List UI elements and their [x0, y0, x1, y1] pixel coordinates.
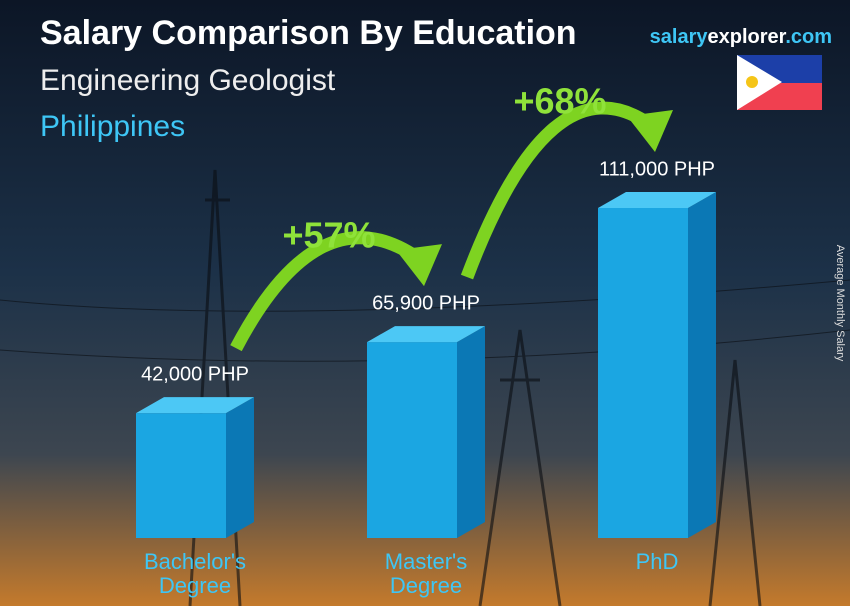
- flag: [737, 55, 822, 110]
- annotation: +57%: [282, 215, 375, 256]
- bar-front: [598, 208, 688, 538]
- brand-part: explorer: [707, 26, 786, 48]
- bar-side: [226, 397, 254, 538]
- annotation: +68%: [513, 81, 606, 122]
- bar-top: [136, 397, 254, 414]
- bar-front: [367, 342, 457, 538]
- bar-top: [598, 192, 716, 208]
- arrow-head: [627, 110, 673, 152]
- location: Philippines: [40, 110, 185, 143]
- bar-side: [688, 192, 716, 538]
- bar-front: [136, 413, 226, 538]
- subtitle: Engineering Geologist: [40, 64, 336, 97]
- value-label: 65,900 PHP: [372, 292, 480, 314]
- arrow: [230, 231, 422, 352]
- bar: [136, 397, 254, 538]
- bar-side: [457, 326, 485, 538]
- x-tick-label: PhD: [635, 549, 679, 574]
- value-label: 111,000 PHP: [599, 158, 715, 180]
- y-axis-label: Average Monthly Salary: [834, 245, 846, 362]
- x-tick-label: Master's Degree: [384, 549, 468, 598]
- arrow: [460, 101, 653, 280]
- bar: [367, 326, 485, 538]
- brand-part: .com: [785, 26, 832, 48]
- x-tick-label: Bachelor's Degree: [143, 549, 247, 598]
- bar: [598, 192, 716, 538]
- bar-top: [367, 326, 485, 343]
- arrow-head: [396, 244, 442, 287]
- brand: salaryexplorer.com: [650, 26, 832, 48]
- value-label: 42,000 PHP: [141, 363, 249, 385]
- brand-part: salary: [650, 26, 709, 48]
- title: Salary Comparison By Education: [40, 14, 577, 52]
